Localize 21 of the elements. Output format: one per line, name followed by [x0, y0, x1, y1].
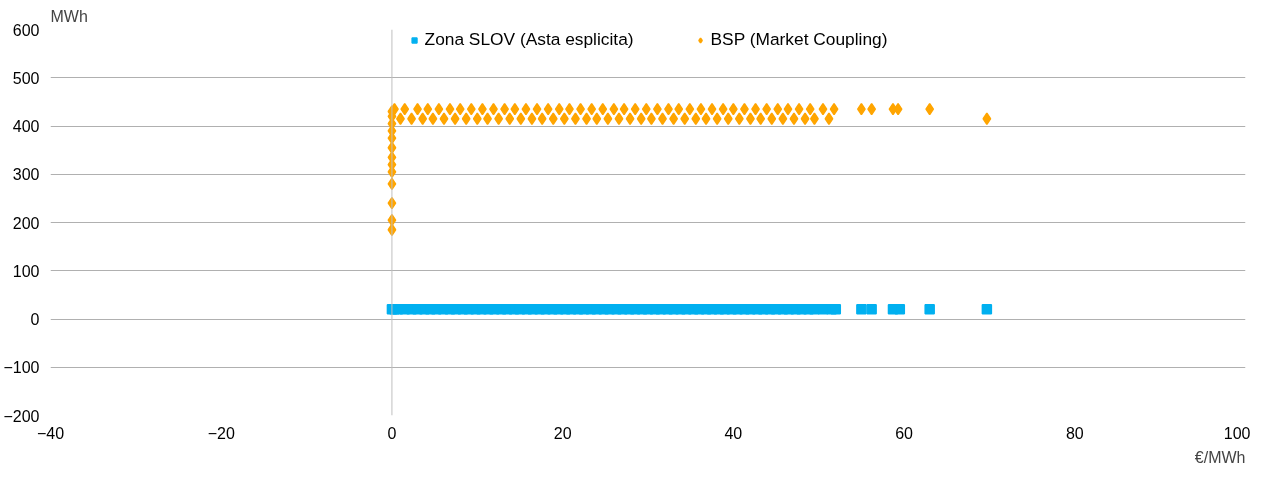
x-tick-label: 60: [895, 424, 914, 442]
x-tick-label: 80: [1065, 424, 1084, 442]
y-tick-label: 0: [30, 311, 40, 328]
x-tick-label: 100: [1223, 424, 1251, 442]
x-tick-label: 40: [724, 424, 743, 442]
legend-label: Zona SLOV (Asta esplicita): [424, 29, 634, 50]
y-tick-label: 100: [12, 262, 40, 280]
y-tick-label: 600: [12, 21, 40, 39]
legend-label: BSP (Market Coupling): [710, 29, 888, 50]
x-tick-label: −20: [207, 424, 235, 442]
y-tick-label: −100: [3, 359, 40, 377]
y-tick-label: 300: [12, 166, 40, 184]
x-tick-label: −40: [36, 424, 65, 442]
y-tick-label: −200: [3, 407, 40, 425]
x-tick-label: 0: [387, 424, 397, 442]
y-axis-title: MWh: [50, 7, 88, 25]
y-tick-label: 200: [12, 214, 40, 232]
x-axis-title: €/MWh: [1194, 448, 1246, 466]
y-tick-label: 400: [12, 118, 40, 135]
x-tick-label: 20: [553, 424, 572, 442]
y-tick-label: 500: [12, 69, 40, 87]
